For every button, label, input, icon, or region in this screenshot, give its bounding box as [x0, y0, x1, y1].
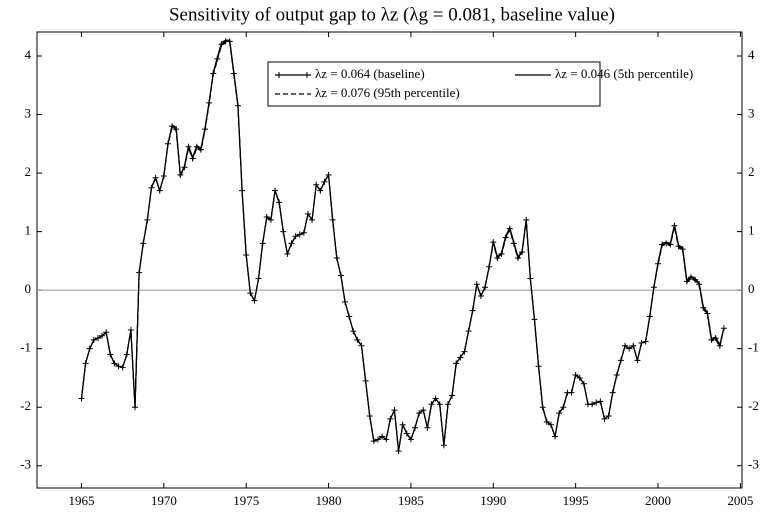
x-tick-label: 1985: [398, 493, 424, 508]
legend-marker: [304, 72, 310, 78]
y2-tick-label: -2: [748, 398, 759, 413]
y2-tick-label: 1: [748, 223, 755, 238]
x-tick-label: 2000: [645, 493, 671, 508]
x-tick-label: 1970: [151, 493, 177, 508]
legend-label: λz = 0.064 (baseline): [315, 66, 425, 81]
y-tick-label: 1: [25, 223, 32, 238]
legend-marker: [276, 72, 282, 78]
y2-tick-label: 2: [748, 164, 755, 179]
y-tick-label: 2: [25, 164, 32, 179]
y-tick-label: -2: [20, 398, 31, 413]
y2-tick-label: -1: [748, 340, 759, 355]
y-tick-label: 0: [25, 281, 32, 296]
y-tick-label: -1: [20, 340, 31, 355]
plot-frame: [36, 31, 743, 489]
x-tick-label: 1980: [316, 493, 342, 508]
y-tick-label: -3: [20, 457, 31, 472]
legend-label: λz = 0.076 (95th percentile): [315, 85, 460, 100]
y-tick-label: 4: [25, 47, 32, 62]
y2-tick-label: 4: [748, 47, 755, 62]
x-tick-label: 1990: [480, 493, 506, 508]
x-tick-label: 1965: [68, 493, 94, 508]
x-tick-label: 2005: [727, 493, 753, 508]
y-tick-label: 3: [25, 106, 32, 121]
chart-title: Sensitivity of output gap to λz (λg = 0.…: [169, 4, 615, 25]
series-line: [80, 41, 725, 452]
y2-tick-label: -3: [748, 457, 759, 472]
x-tick-label: 1975: [233, 493, 259, 508]
y2-tick-label: 0: [748, 281, 755, 296]
y2-tick-label: 3: [748, 106, 755, 121]
legend-label: λz = 0.046 (5th percentile): [555, 66, 693, 81]
x-tick-label: 1995: [563, 493, 589, 508]
legend-box: [267, 61, 601, 107]
